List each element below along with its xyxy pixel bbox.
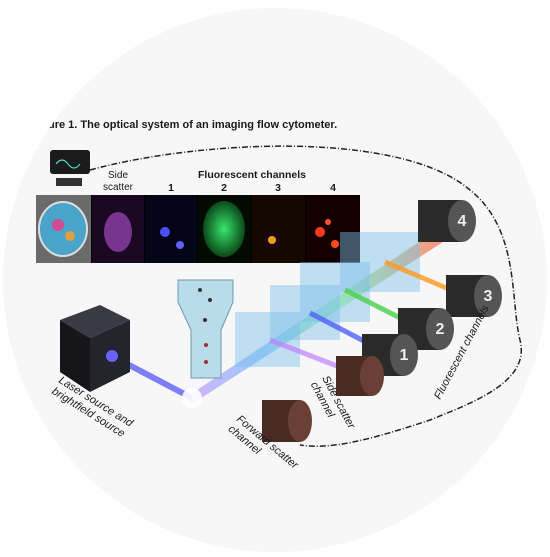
dichroic-filter [340,232,420,292]
detector: 2 [398,308,454,350]
computer-icon [56,178,82,186]
cell-dot [204,360,208,364]
channel-number: 3 [275,182,281,194]
image-strip: Side scatter Fluorescent channels 1 2 3 … [36,169,360,263]
side-scatter-detector [336,356,384,396]
detector-number: 2 [436,321,445,338]
brightfield-cell [38,201,88,257]
fluorescent-heading: Fluorescent channels [198,169,306,181]
nucleus [65,231,75,241]
side-scatter-heading: scatter [103,182,134,193]
detector: 4 [418,200,476,242]
channel-3-panel [252,195,305,263]
cell-dot [198,288,202,292]
flow-nozzle [177,279,234,379]
channel-1-spot [160,227,170,237]
nucleus [52,219,64,231]
channel-number: 1 [168,182,174,194]
detector-number: 1 [400,347,409,364]
detector-face [288,400,312,442]
cell-dot [208,298,212,302]
monitor-icon [50,150,90,174]
laser-aperture [106,350,118,362]
channel-4-spot [315,227,325,237]
channel-1-panel [145,195,197,263]
channel-1-spot [176,241,184,249]
scatter-cell [104,212,132,252]
cell-dot [203,318,207,322]
detectors: 4 3 2 1 [262,200,502,442]
detector-face [360,356,384,396]
cell-dot [204,343,208,347]
channel-number: 2 [221,182,227,194]
forward-scatter-detector [262,400,312,442]
side-scatter-heading: Side [108,170,128,181]
channel-2-cell [203,201,245,257]
laser-source [60,305,130,392]
detector-face [448,200,476,242]
circle-frame [3,8,547,552]
laser-top [60,305,130,338]
detector-number: 4 [458,213,467,230]
channel-4-panel [306,195,360,263]
channel-4-spot [331,240,339,248]
cable [89,145,523,448]
dichroic-filter [270,285,340,340]
channel-3-spot [268,236,276,244]
figure-title: ure 1. The optical system of an imaging … [48,119,337,131]
dichroic-filter [235,312,300,367]
monitor-wave [55,159,81,169]
nozzle-body [177,279,234,379]
detector-face [474,275,502,317]
channel-number: 4 [330,182,336,194]
detector-face [390,334,418,376]
channel-4-spot [325,219,331,225]
detector: 3 [446,275,502,317]
detector: 1 [362,334,418,376]
detector-face [426,308,454,350]
interrogation-point [182,388,202,408]
detector-number: 3 [484,288,493,305]
laser-side [60,320,90,392]
